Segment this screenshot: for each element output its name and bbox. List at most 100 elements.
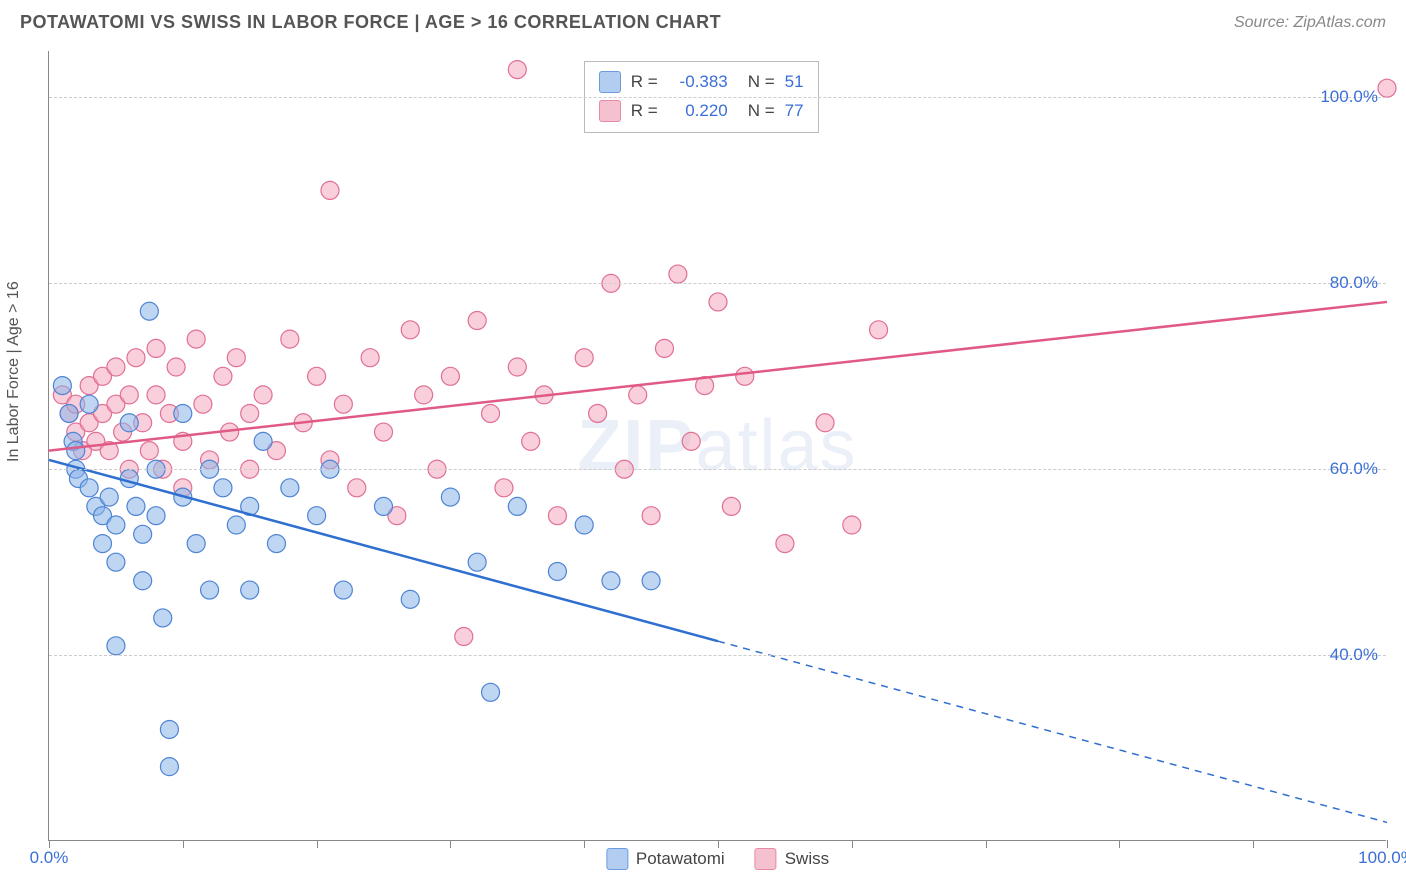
r-value: 0.220 bbox=[668, 97, 728, 126]
y-axis-title: In Labor Force | Age > 16 bbox=[5, 281, 23, 462]
scatter-point bbox=[267, 535, 285, 553]
scatter-point bbox=[160, 720, 178, 738]
scatter-point bbox=[482, 404, 500, 422]
scatter-point bbox=[548, 562, 566, 580]
x-tick bbox=[1387, 840, 1388, 848]
legend-swatch bbox=[755, 848, 777, 870]
scatter-point bbox=[736, 367, 754, 385]
scatter-point bbox=[709, 293, 727, 311]
scatter-point bbox=[127, 349, 145, 367]
x-tick bbox=[1119, 840, 1120, 848]
r-value: -0.383 bbox=[668, 68, 728, 97]
scatter-point bbox=[655, 339, 673, 357]
n-value: 51 bbox=[785, 68, 804, 97]
legend-stat-row: R = -0.383 N = 51 bbox=[599, 68, 804, 97]
scatter-point bbox=[548, 507, 566, 525]
scatter-point bbox=[642, 507, 660, 525]
x-tick bbox=[49, 840, 50, 848]
scatter-point bbox=[107, 553, 125, 571]
scatter-point bbox=[629, 386, 647, 404]
legend-item: Potawatomi bbox=[606, 848, 725, 870]
scatter-point bbox=[281, 330, 299, 348]
gridline bbox=[49, 97, 1386, 98]
x-tick-label: 0.0% bbox=[30, 848, 69, 868]
scatter-point bbox=[127, 497, 145, 515]
scatter-svg bbox=[49, 51, 1386, 840]
scatter-point bbox=[722, 497, 740, 515]
x-tick bbox=[718, 840, 719, 848]
scatter-point bbox=[281, 479, 299, 497]
scatter-point bbox=[140, 442, 158, 460]
n-label: N = bbox=[748, 97, 775, 126]
legend-label: Potawatomi bbox=[636, 849, 725, 869]
scatter-point bbox=[227, 349, 245, 367]
source-attribution: Source: ZipAtlas.com bbox=[1234, 14, 1386, 32]
n-label: N = bbox=[748, 68, 775, 97]
scatter-point bbox=[134, 572, 152, 590]
scatter-point bbox=[508, 61, 526, 79]
scatter-point bbox=[80, 479, 98, 497]
scatter-point bbox=[67, 442, 85, 460]
scatter-point bbox=[468, 312, 486, 330]
x-tick bbox=[183, 840, 184, 848]
scatter-point bbox=[107, 637, 125, 655]
scatter-point bbox=[334, 395, 352, 413]
scatter-point bbox=[575, 349, 593, 367]
scatter-point bbox=[455, 628, 473, 646]
scatter-point bbox=[174, 404, 192, 422]
series-legend: Potawatomi Swiss bbox=[606, 848, 829, 870]
y-tick-label: 40.0% bbox=[1330, 645, 1378, 665]
scatter-point bbox=[154, 609, 172, 627]
scatter-point bbox=[107, 358, 125, 376]
scatter-point bbox=[843, 516, 861, 534]
x-tick bbox=[450, 840, 451, 848]
scatter-point bbox=[495, 479, 513, 497]
scatter-point bbox=[254, 432, 272, 450]
chart-title: POTAWATOMI VS SWISS IN LABOR FORCE | AGE… bbox=[20, 12, 721, 33]
scatter-point bbox=[348, 479, 366, 497]
scatter-point bbox=[415, 386, 433, 404]
scatter-point bbox=[227, 516, 245, 534]
r-label: R = bbox=[631, 68, 658, 97]
scatter-point bbox=[508, 358, 526, 376]
scatter-point bbox=[375, 423, 393, 441]
scatter-point bbox=[120, 470, 138, 488]
scatter-point bbox=[94, 535, 112, 553]
scatter-point bbox=[214, 479, 232, 497]
scatter-point bbox=[1378, 79, 1396, 97]
scatter-point bbox=[334, 581, 352, 599]
regression-line bbox=[718, 641, 1387, 822]
scatter-point bbox=[308, 367, 326, 385]
scatter-point bbox=[107, 516, 125, 534]
scatter-point bbox=[482, 683, 500, 701]
scatter-point bbox=[147, 386, 165, 404]
scatter-point bbox=[120, 414, 138, 432]
scatter-point bbox=[401, 590, 419, 608]
gridline bbox=[49, 655, 1386, 656]
scatter-point bbox=[468, 553, 486, 571]
scatter-point bbox=[187, 535, 205, 553]
scatter-point bbox=[80, 395, 98, 413]
legend-label: Swiss bbox=[785, 849, 829, 869]
scatter-point bbox=[187, 330, 205, 348]
x-tick-label: 100.0% bbox=[1358, 848, 1406, 868]
scatter-point bbox=[201, 581, 219, 599]
legend-stat-row: R = 0.220 N = 77 bbox=[599, 97, 804, 126]
scatter-point bbox=[134, 525, 152, 543]
scatter-point bbox=[776, 535, 794, 553]
x-tick bbox=[317, 840, 318, 848]
x-tick bbox=[584, 840, 585, 848]
x-tick bbox=[1253, 840, 1254, 848]
scatter-point bbox=[589, 404, 607, 422]
scatter-point bbox=[167, 358, 185, 376]
scatter-point bbox=[642, 572, 660, 590]
scatter-point bbox=[602, 572, 620, 590]
scatter-point bbox=[60, 404, 78, 422]
scatter-point bbox=[361, 349, 379, 367]
scatter-point bbox=[120, 386, 138, 404]
y-tick-label: 100.0% bbox=[1320, 87, 1378, 107]
scatter-point bbox=[321, 181, 339, 199]
x-tick bbox=[986, 840, 987, 848]
scatter-point bbox=[401, 321, 419, 339]
legend-swatch bbox=[599, 100, 621, 122]
